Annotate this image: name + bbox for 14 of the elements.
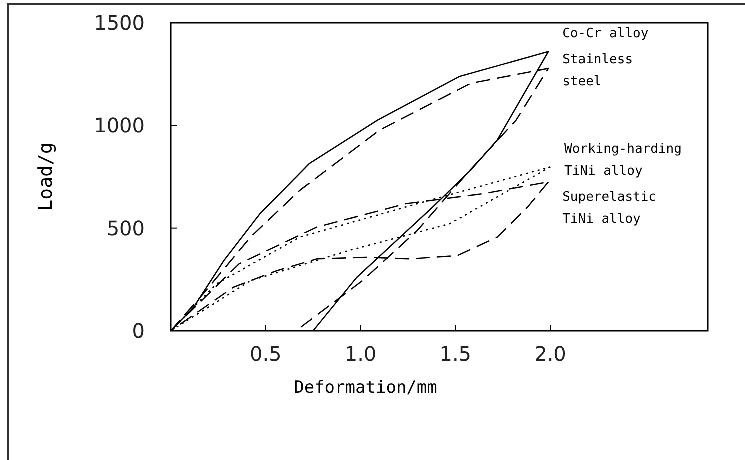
y-tick-label: 500: [106, 216, 145, 240]
y-tick-label: 0: [132, 319, 145, 343]
series-label: Superelastic TiNi alloy: [562, 190, 657, 228]
series-label: Stainless steel: [562, 52, 634, 90]
series-label: Working-harding TiNi alloy: [564, 142, 682, 180]
y-axis-title: Load/g: [35, 142, 57, 212]
x-tick-label: 2.0: [534, 342, 566, 366]
x-tick-label: 1.5: [440, 342, 472, 366]
y-tick-label: 1500: [94, 11, 145, 35]
y-tick-label: 1000: [94, 114, 145, 138]
x-tick-label: 1.0: [344, 342, 377, 366]
x-tick-label: 0.5: [250, 342, 282, 366]
x-axis-title: Deformation/mm: [294, 378, 438, 398]
series-label: Co-Cr alloy: [562, 26, 649, 42]
